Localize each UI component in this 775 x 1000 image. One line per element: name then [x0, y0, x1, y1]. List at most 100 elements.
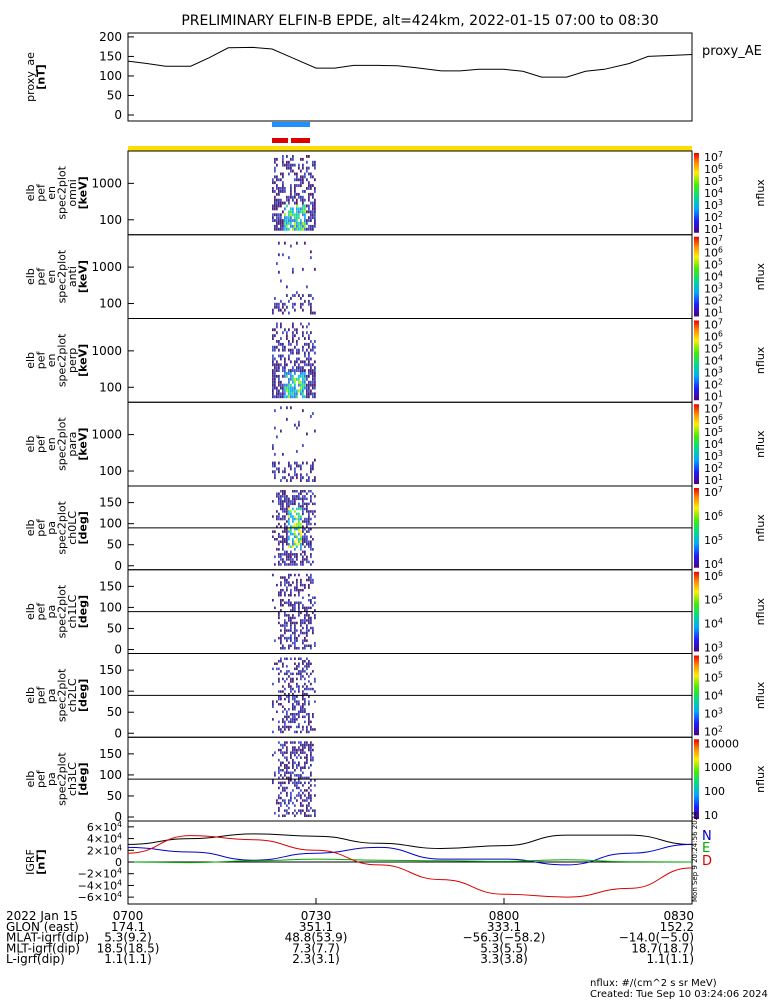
spec-pixel [298, 746, 300, 749]
pa-tick-label: 0 [114, 643, 122, 657]
spec-pixel [276, 227, 278, 231]
spec-pixel [288, 464, 290, 468]
spec-pixel [314, 616, 316, 620]
igrf-tick-label: −2×104 [78, 866, 122, 881]
spec-pixel [306, 222, 308, 225]
spec-pixel [286, 334, 288, 338]
spec-pixel [310, 682, 312, 686]
spec-pixel [308, 543, 310, 546]
spec-pixel [272, 718, 274, 721]
spec-pixel [284, 631, 286, 635]
spec-pixel [302, 583, 304, 587]
spec-pixel [282, 753, 284, 757]
ae-tick-label: 200 [99, 30, 122, 44]
spec-pixel [292, 764, 294, 767]
spec-pixel [310, 814, 312, 817]
spec-pixel [288, 461, 290, 465]
spec-pixel [300, 563, 302, 566]
spec-pixel [308, 392, 310, 396]
spec-pixel [298, 383, 300, 387]
spec-pixel [274, 530, 276, 533]
spec-pixel [310, 789, 312, 792]
panel-ylabel-line: elb [24, 603, 37, 620]
spec-pixel [308, 766, 310, 769]
spec-pixel [286, 224, 288, 228]
spec-pixel [296, 581, 298, 584]
spec-pixel [314, 374, 316, 378]
spec-pixel [288, 517, 290, 521]
spec-pixel [282, 535, 284, 538]
spec-pixel [314, 429, 316, 433]
spec-pixel [288, 222, 290, 225]
spec-pixel [298, 464, 300, 468]
spec-pixel [280, 764, 282, 767]
spec-pixel [298, 670, 300, 673]
spec-pixel [306, 789, 308, 792]
spec-pixel [290, 207, 292, 211]
spec-pixel [290, 479, 292, 482]
spec-pixel [294, 748, 296, 752]
spec-pixel [314, 779, 316, 782]
spec-pixel [308, 181, 310, 185]
spec-pixel [300, 515, 302, 518]
pa-tick-label: 100 [99, 684, 122, 698]
spec-pixel [290, 476, 292, 480]
spec-pixel [280, 505, 282, 508]
spec-pixel [284, 201, 286, 205]
science-zone-red-bar-2 [291, 138, 310, 143]
spec-pixel [294, 718, 296, 721]
spec-pixel [302, 505, 304, 508]
spec-pixel [280, 380, 282, 384]
spec-pixel [310, 187, 312, 190]
spec-pixel [292, 476, 294, 480]
spec-pixel [302, 631, 304, 635]
spec-pixel [280, 697, 282, 701]
spec-pixel [284, 187, 286, 190]
spec-pixel [310, 748, 312, 752]
spec-pixel [302, 490, 304, 493]
spec-pixel [310, 672, 312, 676]
spec-pixel [306, 644, 308, 647]
spec-pixel [292, 302, 294, 306]
spec-pixel [306, 389, 308, 393]
spec-pixel [284, 647, 286, 650]
spec-pixel [276, 495, 278, 498]
spec-pixel [282, 490, 284, 493]
spec-pixel [302, 641, 304, 645]
panel-ylabel-line: perp [66, 348, 79, 373]
spec-pixel [276, 435, 278, 439]
spec-pixel [306, 657, 308, 660]
spec-pixel [302, 550, 304, 554]
spec-pixel [290, 741, 292, 744]
spec-pixel [292, 495, 294, 498]
spec-pixel [288, 594, 290, 597]
spec-pixel [298, 786, 300, 790]
spec-pixel [292, 631, 294, 635]
spec-pixel [292, 210, 294, 214]
spec-pixel [298, 715, 300, 719]
spec-pixel [278, 697, 280, 701]
spec-pixel [306, 665, 308, 668]
spec-pixel [306, 560, 308, 564]
spec-pixel [302, 372, 304, 375]
spec-pixel [282, 369, 284, 372]
spec-pixel [308, 583, 310, 587]
spec-pixel [294, 540, 296, 543]
spec-pixel [298, 369, 300, 372]
spec-pixel [314, 369, 316, 372]
spec-pixel [288, 576, 290, 579]
spec-pixel [288, 372, 290, 375]
spec-pixel [284, 581, 286, 584]
spec-pixel [278, 786, 280, 790]
spec-pixel [288, 616, 290, 620]
spec-pixel [310, 687, 312, 691]
spec-pixel [274, 639, 276, 642]
spec-pixel [302, 213, 304, 217]
spec-pixel [302, 715, 304, 719]
spec-pixel [296, 543, 298, 546]
spec-pixel [292, 377, 294, 381]
spec-pixel [292, 680, 294, 683]
spec-pixel [306, 728, 308, 731]
spec-pixel [312, 345, 314, 349]
